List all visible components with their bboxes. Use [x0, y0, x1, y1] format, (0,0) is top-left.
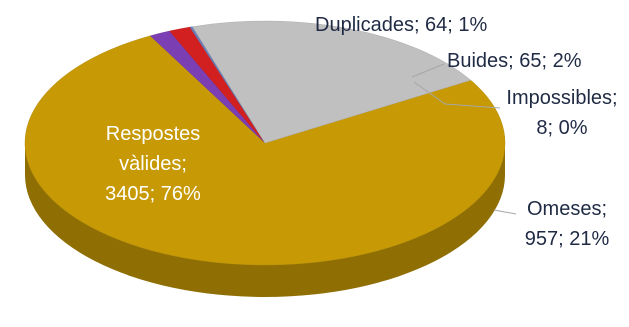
slice-label-impossibles: Impossibles; 8; 0%: [506, 87, 617, 139]
pie-top: [24, 20, 506, 266]
slice-label-valides: Respostes vàlides; 3405; 76%: [105, 123, 201, 205]
pie-leader-lines: [411, 63, 517, 215]
slice-label-line: Buides; 65; 2%: [447, 50, 582, 72]
slice-label-line: 3405; 76%: [105, 183, 201, 205]
slice-label-line: Duplicades; 64; 1%: [315, 14, 488, 36]
slice-label-line: vàlides;: [119, 153, 187, 175]
slice-label-line: Impossibles;: [506, 87, 617, 109]
leader-line-omeses: [493, 209, 517, 215]
slice-label-line: Omeses;: [527, 198, 607, 220]
pie-labels: Respostes vàlides; 3405; 76% Duplicades; 64…: [105, 14, 617, 250]
pie-side-valides: [25, 143, 505, 297]
pie-slice-valides: [24, 35, 506, 266]
leader-line-buides: [411, 63, 445, 78]
slice-label-duplicades: Duplicades; 64; 1%: [315, 14, 488, 36]
slice-label-line: Respostes: [106, 123, 201, 145]
slice-label-line: 957; 21%: [525, 228, 610, 250]
pie-slice-omeses: [192, 20, 472, 144]
pie-depth: [25, 143, 505, 297]
slice-label-buides: Buides; 65; 2%: [447, 50, 582, 72]
slice-label-line: 8; 0%: [536, 117, 587, 139]
leader-line-impossibles: [413, 81, 501, 109]
slice-label-omeses: Omeses; 957; 21%: [525, 198, 610, 250]
